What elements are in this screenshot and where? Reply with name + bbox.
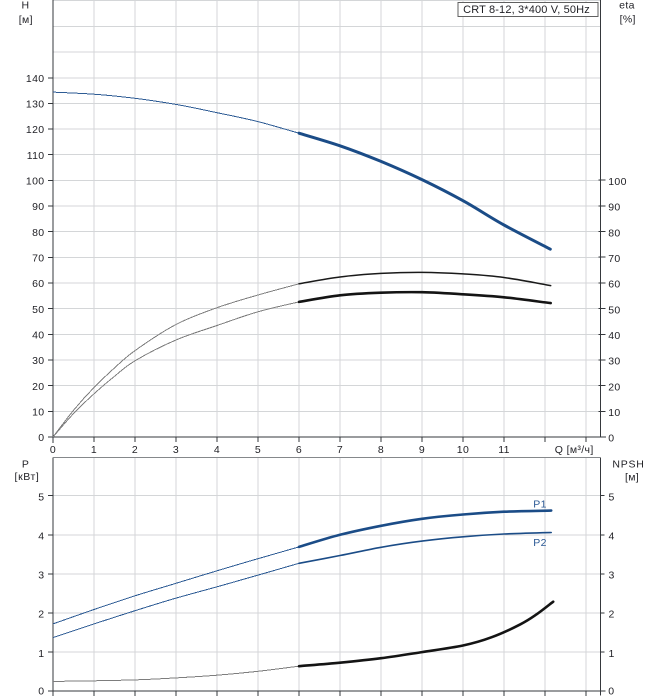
svg-text:30: 30 [32, 355, 44, 367]
svg-text:10: 10 [457, 444, 469, 456]
svg-text:NPSH: NPSH [612, 459, 644, 471]
svg-text:0: 0 [608, 433, 614, 445]
svg-text:11: 11 [498, 444, 510, 456]
svg-text:5: 5 [255, 444, 261, 456]
svg-text:130: 130 [26, 99, 45, 111]
svg-text:6: 6 [296, 444, 302, 456]
svg-text:50: 50 [608, 304, 620, 316]
svg-text:10: 10 [608, 407, 620, 419]
svg-text:2: 2 [132, 444, 138, 456]
svg-text:3: 3 [38, 570, 44, 582]
svg-text:2: 2 [38, 609, 44, 621]
svg-text:0: 0 [38, 686, 44, 698]
svg-text:90: 90 [32, 201, 44, 213]
svg-text:P1: P1 [533, 498, 546, 510]
svg-text:110: 110 [27, 150, 45, 162]
svg-text:1: 1 [609, 648, 615, 660]
svg-text:100: 100 [608, 176, 627, 188]
svg-text:0: 0 [50, 444, 56, 456]
svg-text:60: 60 [608, 279, 620, 291]
svg-text:1: 1 [38, 648, 44, 660]
svg-text:9: 9 [419, 444, 425, 456]
svg-text:Q [м³/ч]: Q [м³/ч] [555, 444, 594, 456]
svg-text:0: 0 [608, 686, 614, 698]
svg-text:40: 40 [608, 330, 620, 342]
svg-text:50: 50 [32, 304, 44, 316]
svg-text:90: 90 [608, 202, 620, 214]
svg-text:[м]: [м] [19, 14, 33, 26]
svg-text:[м]: [м] [625, 472, 639, 484]
svg-text:P2: P2 [533, 537, 546, 549]
svg-text:120: 120 [26, 124, 45, 136]
svg-text:4: 4 [609, 531, 615, 543]
svg-text:5: 5 [609, 491, 615, 503]
svg-text:30: 30 [608, 356, 620, 368]
svg-text:80: 80 [32, 227, 44, 239]
svg-text:5: 5 [38, 491, 44, 503]
svg-text:2: 2 [609, 609, 615, 621]
svg-text:3: 3 [609, 570, 615, 582]
svg-text:3: 3 [173, 444, 179, 456]
svg-text:[%]: [%] [620, 14, 636, 26]
svg-text:70: 70 [32, 253, 44, 265]
svg-text:CRT 8-12, 3*400 V, 50Hz: CRT 8-12, 3*400 V, 50Hz [463, 4, 590, 16]
svg-text:70: 70 [608, 253, 620, 265]
svg-text:10: 10 [32, 406, 44, 418]
svg-text:P: P [22, 459, 29, 471]
svg-text:8: 8 [378, 444, 384, 456]
svg-text:1: 1 [91, 444, 97, 456]
svg-text:H: H [22, 0, 30, 12]
svg-text:40: 40 [32, 330, 44, 342]
svg-text:140: 140 [26, 73, 45, 85]
svg-text:4: 4 [38, 531, 44, 543]
svg-text:eta: eta [619, 0, 635, 12]
svg-text:20: 20 [32, 381, 44, 393]
svg-text:60: 60 [32, 278, 44, 290]
svg-text:[кВт]: [кВт] [15, 471, 40, 483]
svg-text:7: 7 [337, 444, 343, 456]
svg-text:0: 0 [38, 432, 44, 444]
svg-text:4: 4 [214, 444, 220, 456]
svg-text:20: 20 [608, 381, 620, 393]
svg-text:80: 80 [608, 227, 620, 239]
svg-text:100: 100 [26, 176, 45, 188]
